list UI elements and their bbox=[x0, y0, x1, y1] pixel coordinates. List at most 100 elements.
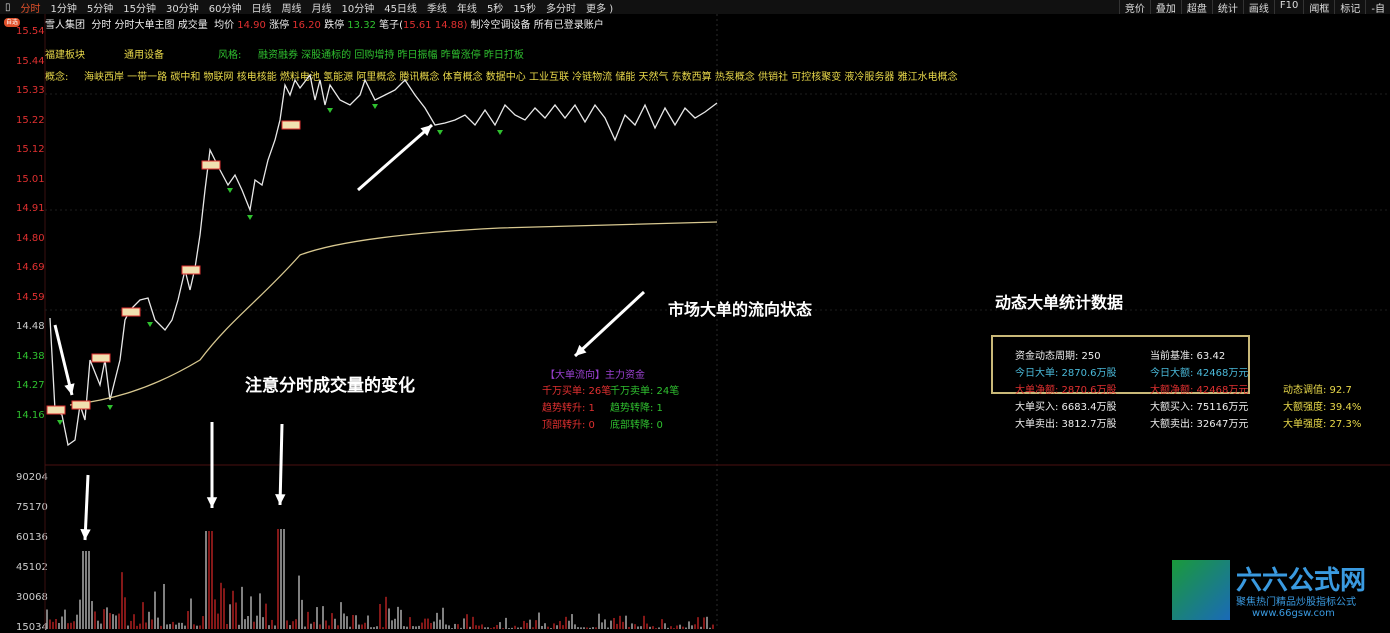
concept-tags: 海峡西岸 一带一路 碳中和 物联网 核电核能 燃料电池 氢能源 阿里概念 腾讯概… bbox=[84, 72, 958, 83]
stat-period: 资金动态周期: 250 bbox=[1015, 351, 1101, 362]
period-tab[interactable]: 日线 bbox=[251, 3, 272, 15]
buy-signal-marker bbox=[281, 120, 301, 130]
price-tick: 14.59 bbox=[16, 291, 45, 303]
price-tick: 14.16 bbox=[16, 409, 45, 421]
stat-today-big: 今日大单: 2870.6万股 bbox=[1015, 368, 1117, 379]
period-tab[interactable]: 10分钟 bbox=[341, 3, 375, 15]
avg-label: 均价 bbox=[214, 20, 235, 31]
period-tab[interactable]: 周线 bbox=[281, 3, 302, 15]
period-tab[interactable]: 季线 bbox=[426, 3, 447, 15]
period-tab[interactable]: 45日线 bbox=[384, 3, 417, 15]
stat-net-big: 大单净额: 2870.6万股 bbox=[1015, 385, 1117, 396]
period-tab[interactable]: 1分钟 bbox=[50, 3, 77, 15]
flow-top-up: 顶部转升: 0 bbox=[542, 420, 595, 431]
arrow-head-icon bbox=[575, 344, 587, 356]
volume-tick: 30068 bbox=[16, 592, 48, 603]
period-tab[interactable]: 15分钟 bbox=[123, 3, 156, 15]
volume-tick: 90204 bbox=[16, 472, 48, 483]
price-tick: 15.12 bbox=[16, 144, 45, 155]
down-arrow-icon bbox=[437, 130, 443, 135]
price-tick: 15.44 bbox=[16, 55, 45, 67]
stat-sell-amt: 大额卖出: 32647万元 bbox=[1150, 419, 1249, 430]
volume-tick: 60136 bbox=[16, 532, 48, 543]
stock-name: 雪人集团 bbox=[45, 20, 85, 31]
toolbar-button[interactable]: 统计 bbox=[1211, 0, 1243, 15]
toolbar-button[interactable]: 叠加 bbox=[1149, 0, 1181, 15]
toolbar-button[interactable]: 超盘 bbox=[1180, 0, 1212, 15]
buy-signal-marker bbox=[71, 400, 91, 410]
annotation-arrow bbox=[357, 123, 433, 192]
limit-down-value: 13.32 bbox=[347, 20, 376, 31]
stats-box bbox=[991, 335, 1250, 394]
period-tab[interactable]: 5分钟 bbox=[86, 3, 114, 15]
arrow-head-icon bbox=[420, 125, 432, 137]
industry-info: 制冷空调设备 所有已登录账户 bbox=[470, 20, 604, 31]
toolbar-button[interactable]: 竞价 bbox=[1118, 0, 1150, 15]
stat-dyn: 动态调值: 92.7 bbox=[1283, 385, 1352, 396]
annotation-arrow bbox=[53, 324, 74, 396]
period-tab[interactable]: 60分钟 bbox=[208, 3, 242, 15]
down-arrow-icon bbox=[57, 420, 63, 425]
buy-signal-marker bbox=[201, 160, 221, 170]
logo-mark-icon bbox=[1172, 560, 1230, 620]
period-tab[interactable]: 分时 bbox=[20, 3, 41, 15]
logo-url: www.66gsw.com bbox=[1252, 608, 1335, 619]
volume-tick: 15034 bbox=[16, 622, 48, 633]
toolbar-button[interactable]: 闻框 bbox=[1303, 0, 1334, 15]
period-tab[interactable]: 更多 ) bbox=[586, 3, 614, 15]
down-arrow-icon bbox=[147, 322, 153, 327]
volume-tick: 45102 bbox=[16, 562, 48, 573]
down-arrow-icon bbox=[227, 188, 233, 193]
stat-base: 当前基准: 63.42 bbox=[1150, 351, 1226, 362]
buy-signal-marker bbox=[46, 405, 66, 415]
menu-icon[interactable]: ▯ bbox=[5, 1, 11, 13]
toolbar-button[interactable]: 标记 bbox=[1334, 0, 1365, 15]
period-tab[interactable]: 30分钟 bbox=[166, 3, 199, 15]
flow-trend-up: 趋势转升: 1 bbox=[542, 403, 595, 414]
stat-sell-big: 大单卖出: 3812.7万股 bbox=[1015, 419, 1117, 430]
annotation-arrow bbox=[573, 290, 646, 358]
flow-bottom-down: 底部转降: 0 bbox=[610, 420, 663, 431]
period-tab[interactable]: 多分时 bbox=[546, 3, 577, 15]
annotation-arrow bbox=[278, 423, 284, 506]
logo-name: 六六公式网 bbox=[1236, 566, 1367, 596]
price-tick: 14.48 bbox=[16, 321, 45, 332]
concept-label: 概念: bbox=[45, 72, 69, 83]
stock-header: 雪人集团 分时 分时大单主图 成交量 均价 14.90 涨停 16.20 跌停 … bbox=[45, 16, 604, 31]
price-tick: 14.27 bbox=[16, 380, 45, 391]
site-logo: 六六公式网 聚焦热门精品炒股指标公式 www.66gsw.com bbox=[1172, 560, 1390, 629]
toolbar-button[interactable]: -自 bbox=[1365, 0, 1390, 15]
annotation-arrow bbox=[83, 474, 90, 541]
stat-today-amt: 今日大额: 42468万元 bbox=[1150, 368, 1249, 379]
period-tab[interactable]: 月线 bbox=[311, 3, 332, 15]
period-tab[interactable]: 15秒 bbox=[513, 3, 537, 15]
down-arrow-icon bbox=[327, 108, 333, 113]
toolbar-button[interactable]: 画线 bbox=[1242, 0, 1274, 15]
sector-label: 福建板块 bbox=[45, 50, 85, 61]
arrow-head-icon bbox=[275, 494, 286, 505]
toolbar-button[interactable]: F10 bbox=[1273, 0, 1303, 14]
down-arrow-icon bbox=[497, 130, 503, 135]
flow-trend-down: 趋势转降: 1 bbox=[610, 403, 663, 414]
stat-buy-big: 大单买入: 6683.4万股 bbox=[1015, 402, 1117, 413]
stat-buy-amt: 大额买入: 75116万元 bbox=[1150, 402, 1249, 413]
stat-net-amt: 大额净额: 42468万元 bbox=[1150, 385, 1249, 396]
period-tab[interactable]: 年线 bbox=[456, 3, 477, 15]
buy-signal-marker bbox=[91, 353, 111, 363]
price-tick: 14.80 bbox=[16, 232, 45, 244]
down-arrow-icon bbox=[372, 104, 378, 109]
down-arrow-icon bbox=[107, 405, 113, 410]
price-tick: 15.54 bbox=[16, 26, 45, 37]
favorite-badge[interactable]: 自选 bbox=[4, 18, 20, 27]
volume-tick: 75170 bbox=[16, 502, 48, 513]
industry-label: 通用设备 bbox=[124, 50, 164, 61]
flow-buy: 千万买单: 26笔 bbox=[542, 386, 612, 397]
limit-down-label: 跌停 bbox=[324, 20, 345, 31]
price-tick: 14.91 bbox=[16, 203, 45, 214]
note-volume: 注意分时成交量的变化 bbox=[245, 376, 415, 396]
buy-signal-marker bbox=[121, 307, 141, 317]
style-label: 风格: bbox=[218, 50, 242, 61]
period-tab[interactable]: 5秒 bbox=[486, 3, 504, 15]
price-tick: 14.38 bbox=[16, 350, 45, 362]
